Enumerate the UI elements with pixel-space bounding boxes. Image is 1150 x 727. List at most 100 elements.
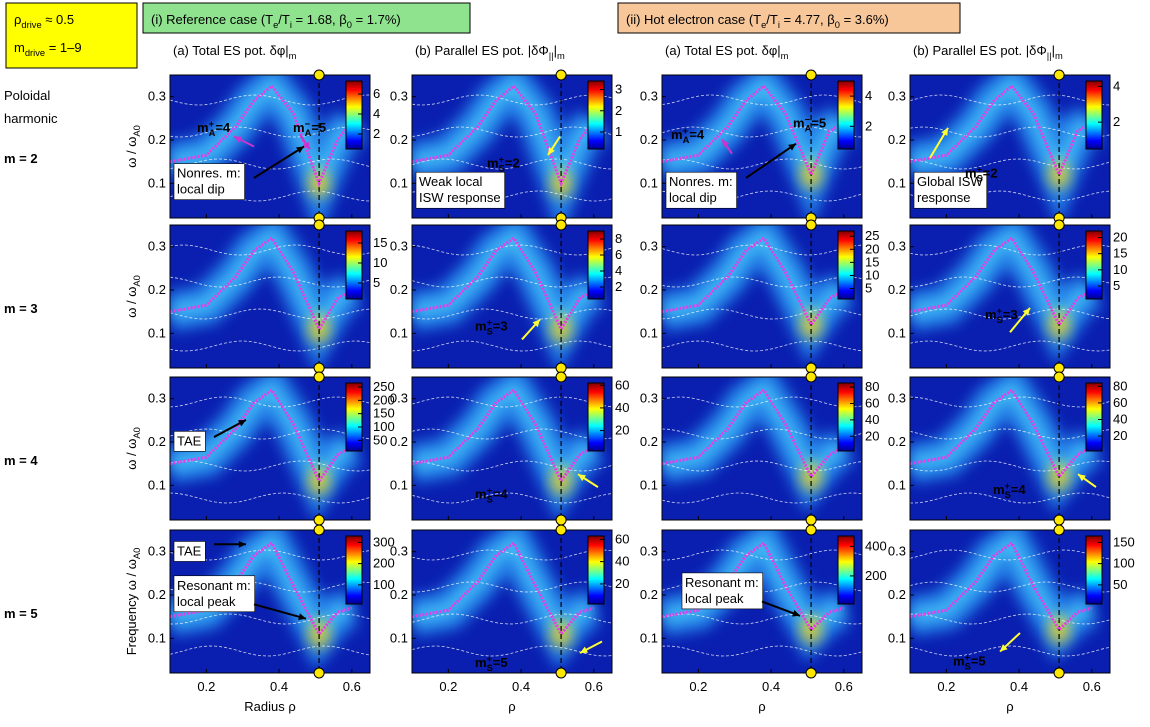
continuum <box>412 387 595 485</box>
contour-line <box>662 340 862 352</box>
panel: 0.1 0.2 0.3 0.2 0.4 0.6 ρ 200 400 Resonant m:loca… <box>640 524 887 714</box>
text-run: m <box>985 307 997 322</box>
annotation-box: Resonant m:local peak <box>173 575 307 621</box>
plot-area <box>412 377 612 520</box>
annotation: m+ S=2 <box>929 127 998 184</box>
text-run: ω / ω <box>124 287 139 318</box>
contour-line <box>170 613 370 625</box>
rich-text: Resonant m: <box>177 578 251 593</box>
drive-marker <box>805 371 817 383</box>
contour-line <box>412 549 612 561</box>
text-run: m <box>14 40 25 55</box>
rich-text: Nonres. m: <box>669 174 733 189</box>
x-tick-label: 0.6 <box>835 679 853 694</box>
text-run: TAE <box>177 543 202 558</box>
rich-text: (b) Parallel ES pot. |δΦ|||m <box>913 43 1063 61</box>
colorbar <box>587 382 605 452</box>
colorbar-tick-label: 10 <box>865 267 879 282</box>
contour-line <box>910 190 1110 202</box>
drive-marker <box>1053 667 1065 679</box>
x-tick-label: 0.2 <box>937 679 955 694</box>
continuum <box>170 235 353 333</box>
contour-line <box>662 276 862 288</box>
drive-marker <box>313 514 325 526</box>
colorbar-tick-label: 40 <box>1113 411 1127 426</box>
colorbar-tick-label: 1 <box>615 124 622 139</box>
frame <box>661 74 863 219</box>
text-run: S <box>977 174 983 184</box>
text-run: ω / ω <box>124 439 139 470</box>
text-run: + <box>965 653 971 663</box>
x-axis-label: ρ <box>758 699 765 714</box>
text-run: S <box>1005 490 1011 500</box>
text-run: + <box>997 306 1003 316</box>
rich-text: local dip <box>177 182 225 197</box>
contour-line <box>412 158 612 170</box>
contour-line <box>412 94 612 106</box>
annotation-box: Resonant m:local peak <box>681 572 801 617</box>
y-tick-label: 0.2 <box>888 434 906 449</box>
frame <box>411 529 613 674</box>
rich-text: m+ A=4 <box>197 119 231 138</box>
colorbar-tick-label: 300 <box>373 534 395 549</box>
text-run: || <box>549 51 554 61</box>
contour-line <box>412 244 612 256</box>
colorbar <box>587 230 605 300</box>
colorbar <box>1085 230 1103 300</box>
panel: 0.1 0.2 0.3 ω / ωA0 5 10 15 <box>124 219 387 374</box>
text-run: S <box>487 663 493 673</box>
text-run: e <box>273 20 278 30</box>
contour-line <box>170 645 370 657</box>
y-tick-label: 0.3 <box>148 544 166 559</box>
y-tick-label: 0.1 <box>888 175 906 190</box>
arrow-head <box>298 613 306 621</box>
colorbar <box>345 80 363 150</box>
plot-area <box>662 225 862 368</box>
text-run: = 1.7%) <box>352 12 401 27</box>
text-run: (b) Parallel ES pot. |δΦ <box>913 43 1047 58</box>
frame <box>411 74 613 219</box>
text-run: + <box>487 318 493 328</box>
contour-line <box>170 244 370 256</box>
text-run: = 1.68, β <box>292 12 347 27</box>
frame <box>909 224 1111 369</box>
continuum <box>662 387 845 480</box>
panel: 0.1 0.2 0.3 0.2 0.4 0.6 ρ 20 40 60 m+ S=5 <box>390 524 629 714</box>
colorbar-tick-label: 60 <box>615 531 629 546</box>
colorbar-tick-label: 5 <box>865 281 872 296</box>
rich-text: m+ S=2 <box>487 155 520 174</box>
colorbar-tick-label: 25 <box>865 228 879 243</box>
text-run: m <box>953 654 965 669</box>
text-run: Weak local <box>419 174 482 189</box>
drive-marker <box>805 667 817 679</box>
drive-marker <box>1053 219 1065 231</box>
colorbar-tick-label: 400 <box>865 538 887 553</box>
text-run: m <box>557 51 565 61</box>
y-tick-label: 0.1 <box>888 477 906 492</box>
annotation-bg <box>173 541 206 562</box>
colorbar-tick-label: 60 <box>865 395 879 410</box>
y-tick-label: 0.2 <box>390 587 408 602</box>
text-run: m <box>289 51 297 61</box>
text-run: || <box>1047 51 1052 61</box>
text-run: + <box>977 165 983 175</box>
text-run: i <box>290 20 292 30</box>
colorbar-tick-label: 10 <box>373 255 387 270</box>
rich-text: ω / ωA0 <box>124 125 142 168</box>
annotation: m+ S=3 <box>475 318 541 341</box>
frame <box>909 376 1111 521</box>
text-run: m <box>475 486 487 501</box>
drive-marker <box>1053 514 1065 526</box>
continuum <box>412 235 595 333</box>
colorbar-tick-label: 20 <box>865 241 879 256</box>
text-run: Nonres. m: <box>669 174 733 189</box>
x-tick-label: 0.6 <box>1083 679 1101 694</box>
panel: 0.10.20.3ω / ωA0(a) Total ES pot. δφ|m24… <box>124 43 380 224</box>
rich-text: m+ S=5 <box>953 653 986 672</box>
frame <box>909 74 1111 219</box>
text-run: + <box>487 485 493 495</box>
x-axis-label: ρ <box>508 699 515 714</box>
contour-line <box>412 428 612 440</box>
y-tick-label: 0.3 <box>888 239 906 254</box>
